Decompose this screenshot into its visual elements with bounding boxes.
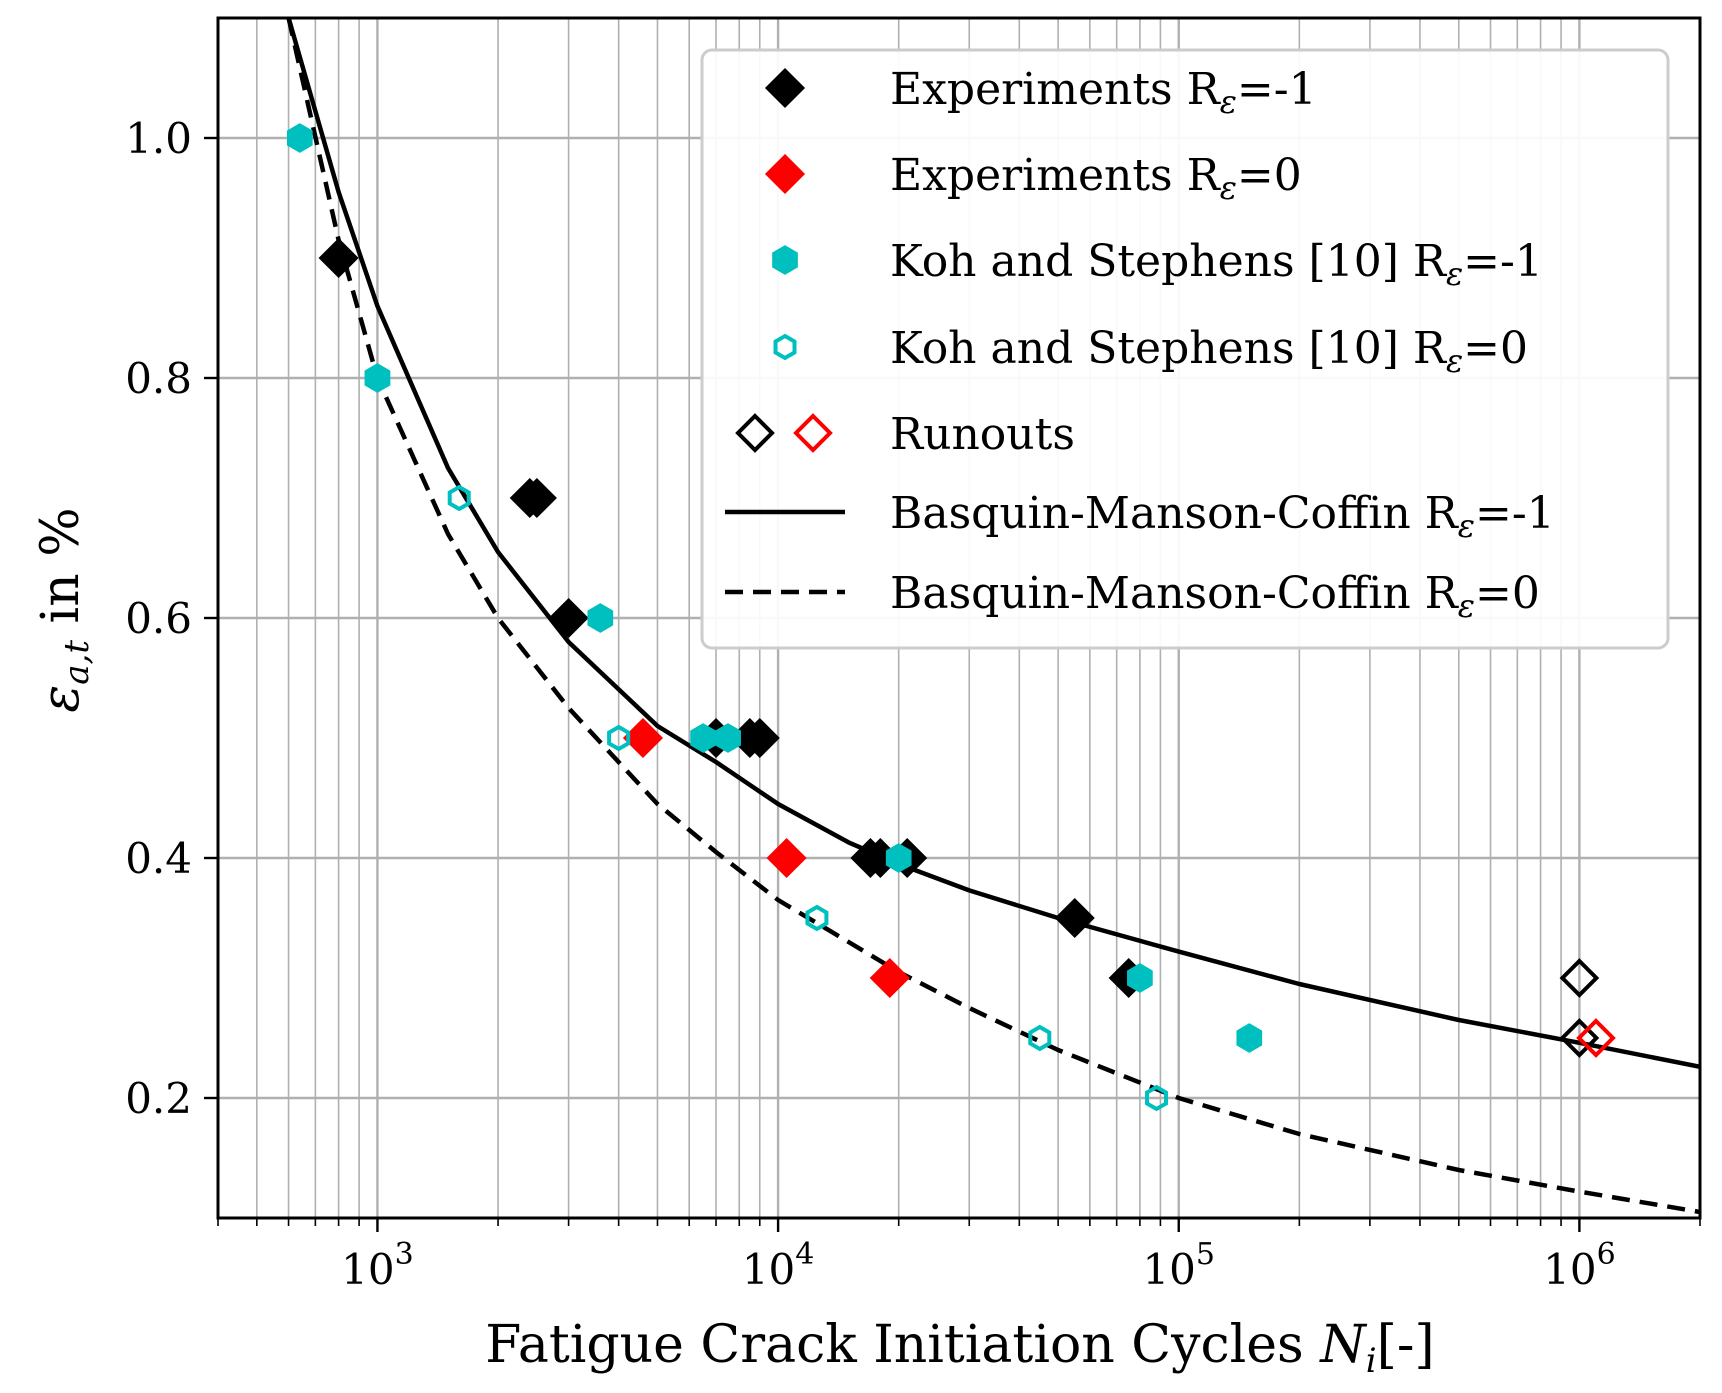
y-tick-label: 1.0	[125, 114, 192, 163]
point-1	[1054, 897, 1095, 939]
x-tick-labels: 103 104 105 106	[341, 1237, 1616, 1294]
legend-label-2: Experiments Rε=0	[890, 150, 1302, 207]
x-tick-exponent: 3	[395, 1237, 414, 1272]
x-axis-var: N	[1318, 1315, 1367, 1375]
point-1	[739, 717, 780, 759]
legend-label-main: Basquin-Manson-Coffin R	[890, 488, 1460, 539]
legend-label-sub: ε	[1220, 83, 1237, 121]
legend-label-7: Basquin-Manson-Coffin Rε=0	[890, 568, 1540, 625]
legend-marker-3	[772, 245, 798, 275]
x-axis-unit: [-]	[1377, 1315, 1435, 1375]
legend-label-main: Koh and Stephens [10] R	[890, 323, 1448, 374]
legend-label-3: Koh and Stephens [10] Rε=-1	[890, 236, 1543, 293]
legend-label-sub: ε	[1446, 255, 1463, 293]
x-tick-base: 10	[341, 1245, 394, 1294]
point-3	[715, 723, 741, 753]
point-5	[1576, 1018, 1616, 1058]
x-axis-var-sub: i	[1366, 1341, 1377, 1381]
point-1	[548, 597, 589, 639]
legend-label-sub: ε	[1458, 587, 1475, 625]
legend-marker-4	[773, 333, 797, 361]
legend-label-tail: =-1	[1237, 64, 1317, 115]
y-tick-label: 0.6	[125, 594, 192, 643]
y-tick-label: 0.2	[125, 1074, 192, 1123]
legend-marker-runout-red	[793, 413, 833, 453]
point-4	[1145, 1084, 1168, 1112]
curve-basquin-r0	[286, 18, 1700, 1215]
x-tick-base: 10	[1142, 1245, 1195, 1294]
point-2	[622, 717, 664, 759]
legend-box	[700, 48, 1670, 650]
legend-label-sub: ε	[1446, 342, 1463, 380]
y-tick-label: 0.4	[125, 834, 192, 883]
y-axis-unit: in %	[31, 507, 91, 623]
point-1	[516, 477, 557, 519]
point-3	[885, 843, 912, 873]
axis-ticks	[204, 136, 1701, 1232]
point-3	[364, 363, 391, 393]
x-tick-exponent: 4	[795, 1237, 814, 1272]
legend-label-tail: =-1	[1463, 236, 1543, 287]
x-axis-title: Fatigue Crack Initiation Cycles Ni[-]	[485, 1315, 1434, 1381]
fit-curves	[286, 18, 1700, 1215]
x-tick-base: 10	[742, 1245, 795, 1294]
legend-label-1: Experiments Rε=-1	[890, 64, 1317, 121]
point-5	[1559, 1018, 1600, 1058]
legend-label-sub: ε	[1220, 169, 1237, 207]
x-tick-exponent: 5	[1196, 1237, 1215, 1272]
legend-label-6: Basquin-Manson-Coffin Rε=-1	[890, 488, 1555, 545]
point-1	[318, 237, 359, 279]
legend-label-main: Experiments R	[890, 64, 1222, 115]
x-tick-exponent: 6	[1597, 1237, 1616, 1272]
legend-label-5: Runouts	[890, 409, 1075, 460]
y-tick-label: 0.8	[125, 354, 192, 403]
point-3	[690, 723, 717, 753]
legend-marker-1	[764, 67, 806, 109]
y-axis-var: ε	[31, 685, 91, 713]
y-axis-title: εa,t in %	[31, 507, 97, 712]
legend-label-tail: =-1	[1475, 488, 1555, 539]
x-tick-label: 105	[1142, 1237, 1215, 1294]
point-3	[286, 123, 313, 153]
y-axis-space	[31, 623, 91, 640]
point-4	[447, 484, 471, 512]
legend-marker-2	[764, 153, 806, 195]
legend-label-main: Koh and Stephens [10] R	[890, 236, 1448, 287]
legend-label-tail: =0	[1237, 150, 1302, 201]
point-5	[1559, 958, 1600, 998]
legend-label-main: Basquin-Manson-Coffin R	[890, 568, 1460, 619]
y-tick-labels: 0.2 0.4 0.6 0.8 1.0	[125, 114, 192, 1123]
point-4	[607, 724, 631, 752]
point-2	[766, 837, 807, 879]
x-tick-label: 103	[341, 1237, 414, 1294]
x-tick-label: 104	[742, 1237, 815, 1294]
point-2	[869, 957, 910, 999]
legend-label-sub: ε	[1458, 507, 1475, 545]
point-4	[1028, 1024, 1052, 1052]
legend-marker-runout-black	[735, 413, 775, 453]
legend-label-4: Koh and Stephens [10] Rε=0	[890, 323, 1528, 380]
data-points	[286, 123, 1616, 1112]
legend-label-main: Runouts	[890, 409, 1075, 460]
point-3	[1236, 1023, 1263, 1053]
point-4	[805, 904, 829, 932]
legend-label-tail: =0	[1463, 323, 1528, 374]
curve-basquin-rm1	[286, 18, 1700, 1070]
legend-label-main: Experiments R	[890, 150, 1222, 201]
y-axis-var-sub: a,t	[57, 640, 97, 685]
point-3	[1127, 963, 1153, 993]
x-tick-base: 10	[1543, 1245, 1596, 1294]
legend-label-tail: =0	[1475, 568, 1540, 619]
x-tick-label: 106	[1543, 1237, 1616, 1294]
x-axis-title-text: Fatigue Crack Initiation Cycles	[485, 1315, 1303, 1375]
point-3	[587, 603, 614, 633]
